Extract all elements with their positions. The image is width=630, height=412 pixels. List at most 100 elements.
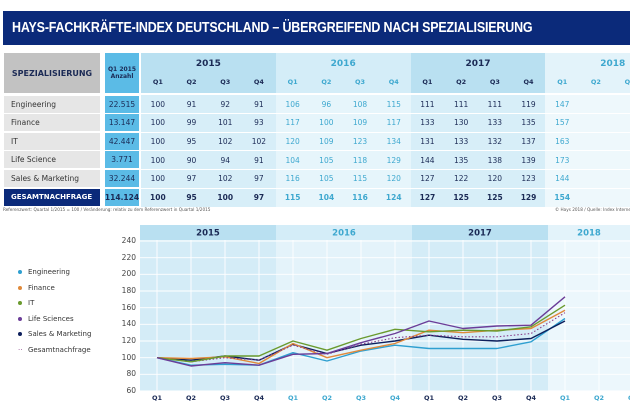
row-value: 117 <box>386 118 401 128</box>
x-tick-label: Q2 <box>185 394 197 402</box>
row-value: 101 <box>218 118 233 128</box>
row-count: 114.124 <box>105 188 139 206</box>
legend-item: Sales & Marketing <box>18 330 91 338</box>
legend-label: IT <box>28 299 35 307</box>
row-divider <box>141 187 630 189</box>
x-tick-label: Q2 <box>321 394 333 402</box>
legend-label: Sales & Marketing <box>28 330 92 338</box>
row-value: 137 <box>521 136 536 146</box>
legend-item: IT <box>18 299 34 307</box>
x-tick-label: Q2 <box>593 394 605 402</box>
dot-marker-icon <box>18 332 22 336</box>
legend-label: Gesamtnachfrage <box>28 345 91 354</box>
row-value: 100 <box>150 99 165 109</box>
row-value: 102 <box>218 136 233 146</box>
row-value: 115 <box>284 192 301 202</box>
y-tick-label: 140 <box>121 319 136 329</box>
dashed-line-marker-icon: ·· <box>18 345 23 354</box>
y-tick-label: 240 <box>121 236 136 245</box>
row-value: 102 <box>251 136 267 146</box>
row-label: IT <box>4 132 100 150</box>
row-value: 135 <box>453 155 469 165</box>
row-count: 32.244 <box>105 169 139 187</box>
total-row-label: GESAMTNACHFRAGE <box>4 188 100 206</box>
row-value: 118 <box>352 155 368 165</box>
x-tick-label: Q1 <box>559 394 571 402</box>
year-band-body <box>412 240 548 391</box>
row-value: 97 <box>253 192 265 202</box>
row-value: 123 <box>521 174 536 184</box>
row-value: 91 <box>254 155 264 165</box>
quarter-header: Q1 <box>152 78 163 86</box>
row-label: Finance <box>4 114 100 132</box>
x-tick-label: Q4 <box>389 394 401 402</box>
row-value: 122 <box>453 174 469 184</box>
row-value: 104 <box>318 192 335 202</box>
row-count: 3.771 <box>105 151 139 169</box>
row-value: 135 <box>521 118 536 128</box>
series-line-engineering <box>156 317 566 366</box>
row-value: 108 <box>352 99 368 109</box>
quarter-header: Q1 <box>287 78 298 86</box>
legend-item: Engineering <box>18 268 70 276</box>
quarter-header: Q2 <box>186 78 197 86</box>
year-band-label: 2018 <box>577 229 601 239</box>
row-value: 116 <box>285 174 300 184</box>
row-value: 100 <box>150 155 165 165</box>
year-band-label: 2015 <box>196 229 220 239</box>
row-value: 115 <box>352 174 368 184</box>
quarter-header: Q2 <box>321 78 332 86</box>
row-value: 138 <box>487 155 502 165</box>
row-value: 109 <box>352 118 368 128</box>
year-band-body <box>276 240 412 391</box>
row-value: 125 <box>487 192 503 202</box>
count-header-line2: Anzahl <box>110 73 134 80</box>
row-value: 96 <box>321 99 332 109</box>
row-value: 131 <box>420 136 435 146</box>
row-divider <box>141 113 630 115</box>
year-header: 2018 <box>600 59 626 69</box>
quarter-header: Q3 <box>220 78 231 86</box>
legend-label: Engineering <box>28 268 70 276</box>
row-value: 132 <box>487 136 502 146</box>
row-count: 13.147 <box>105 114 139 132</box>
page-title: HAYS-FACHKRÄFTE-INDEX DEUTSCHLAND – ÜBER… <box>12 20 533 36</box>
row-value: 144 <box>555 174 570 184</box>
row-value: 116 <box>352 192 368 202</box>
year-header: 2017 <box>465 59 491 69</box>
x-tick-label: Q3 <box>491 394 503 402</box>
row-value: 99 <box>186 118 197 128</box>
y-tick-label: 180 <box>121 286 136 295</box>
row-value: 95 <box>186 192 197 202</box>
row-divider <box>141 131 630 133</box>
row-divider <box>141 168 630 170</box>
x-tick-label: Q1 <box>423 394 435 402</box>
row-value: 127 <box>419 192 436 202</box>
row-value: 100 <box>150 118 165 128</box>
row-value: 100 <box>150 174 165 184</box>
row-value: 125 <box>453 192 469 202</box>
legend-item: ·· Gesamtnachfrage <box>18 346 91 354</box>
row-value: 154 <box>554 192 571 202</box>
row-count: 42.447 <box>105 132 139 150</box>
year-band-body <box>548 240 630 391</box>
year-band-header <box>140 225 276 240</box>
x-tick-label: Q4 <box>525 394 537 402</box>
dot-marker-icon <box>18 316 22 321</box>
series-line-life-sciences <box>156 296 566 367</box>
row-value: 94 <box>220 155 230 165</box>
row-value: 123 <box>352 136 368 146</box>
spec-column-header: SPEZIALISIERUNG <box>4 53 100 93</box>
row-value: 105 <box>319 174 334 184</box>
row-count: 22.515 <box>105 95 139 113</box>
year-header-band <box>141 53 276 93</box>
dot-marker-icon <box>18 301 22 305</box>
row-value: 120 <box>386 174 401 184</box>
row-value: 173 <box>555 155 570 165</box>
row-value: 111 <box>487 99 502 109</box>
y-tick-label: 220 <box>121 252 136 262</box>
quarter-header: Q4 <box>253 78 264 86</box>
row-label: Sales & Marketing <box>4 169 100 187</box>
row-value: 95 <box>186 136 197 146</box>
quarter-header: Q3 <box>624 78 630 86</box>
